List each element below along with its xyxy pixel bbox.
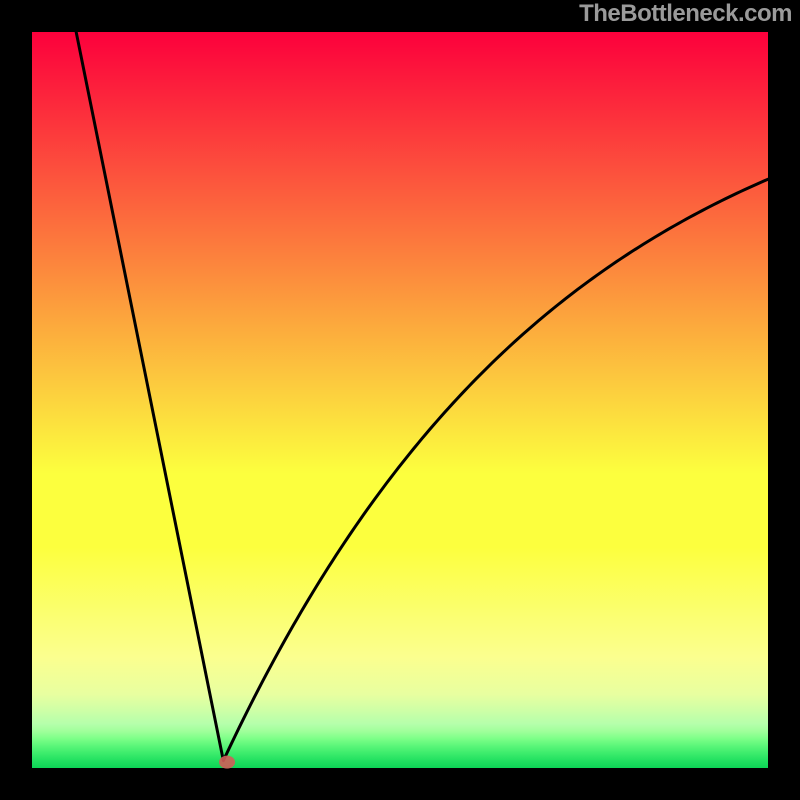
bottleneck-chart <box>0 0 800 800</box>
plot-area <box>32 32 768 768</box>
optimal-point-marker <box>219 756 235 769</box>
chart-stage: TheBottleneck.com <box>0 0 800 800</box>
watermark-text: TheBottleneck.com <box>579 0 792 28</box>
